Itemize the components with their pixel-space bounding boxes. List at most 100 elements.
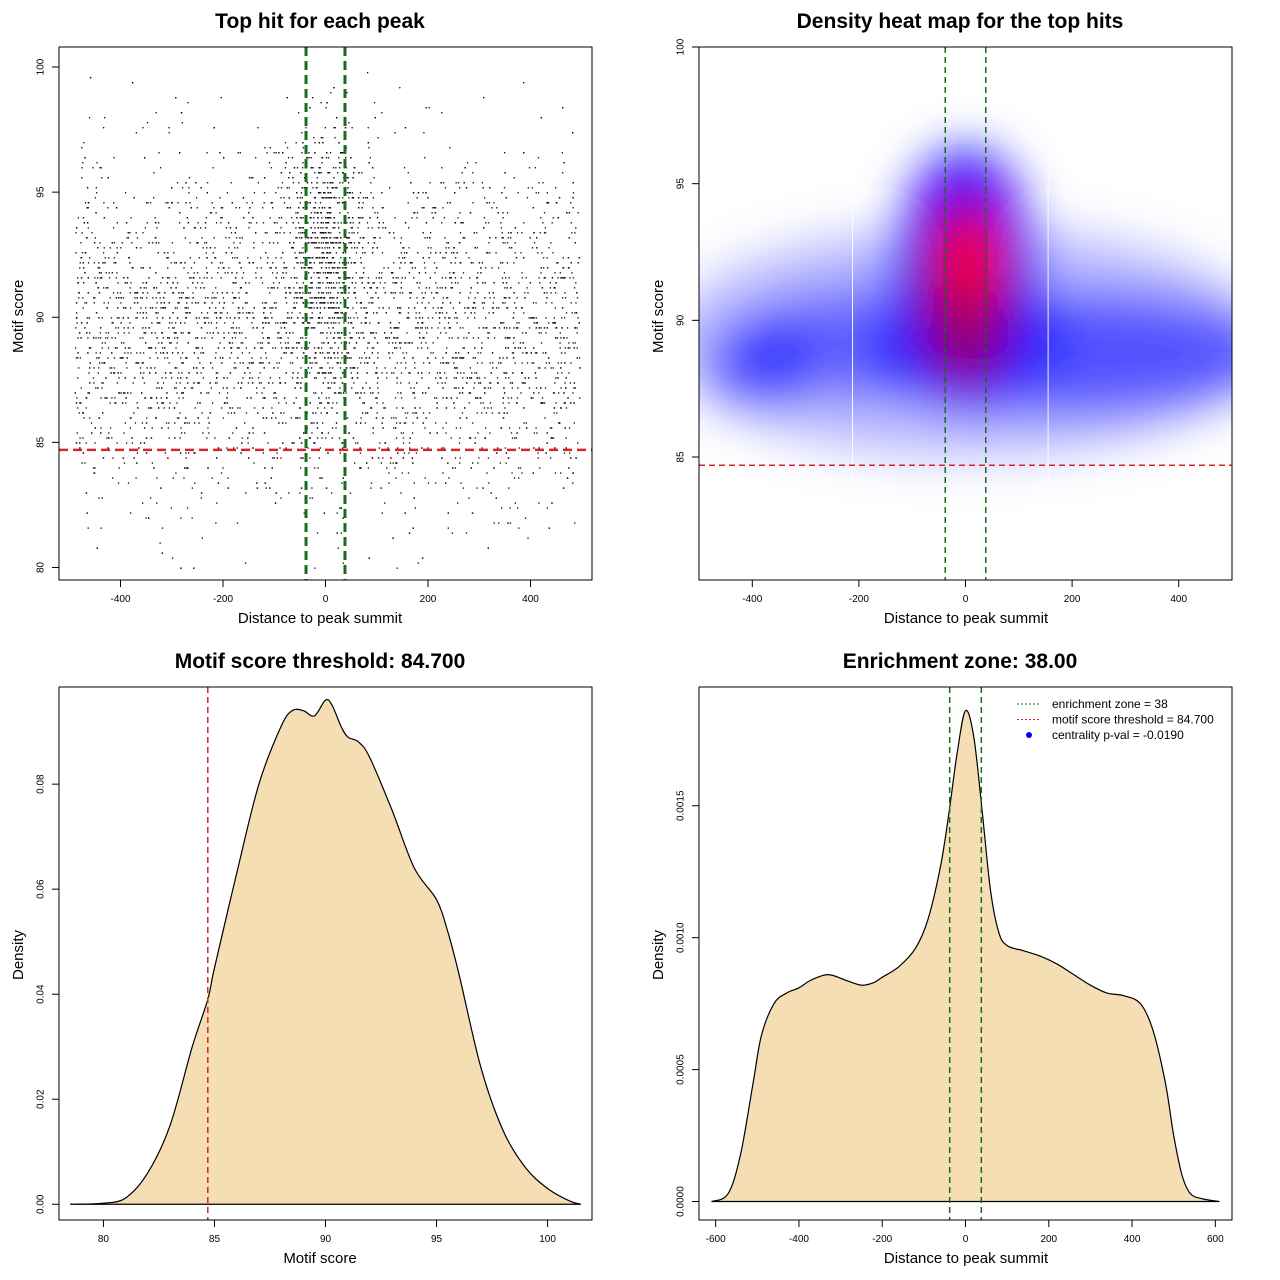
scatter-point [293, 347, 295, 349]
scatter-point [472, 422, 474, 424]
scatter-point [529, 282, 531, 284]
scatter-point [402, 247, 404, 249]
scatter-point [135, 232, 137, 234]
scatter-point [495, 497, 497, 499]
scatter-point [388, 352, 390, 354]
scatter-point [424, 392, 427, 394]
scatter-point [84, 302, 86, 304]
scatter-point [221, 262, 224, 264]
scatter-point [180, 292, 183, 294]
scatter-point [450, 282, 453, 284]
scatter-point [267, 287, 269, 289]
scatter-point [459, 392, 461, 394]
scatter-point [564, 427, 566, 429]
scatter-point [301, 267, 303, 269]
scatter-point [226, 402, 228, 404]
scatter-point [99, 332, 101, 334]
scatter-point [123, 432, 125, 434]
scatter-point [85, 397, 87, 399]
scatter-point [432, 352, 434, 354]
scatter-point [226, 387, 228, 389]
scatter-point [445, 432, 447, 434]
scatter-point [554, 472, 557, 474]
scatter-point [352, 172, 355, 174]
scatter-point [332, 227, 334, 229]
scatter-point [362, 237, 364, 239]
scatter-point [314, 357, 317, 359]
scatter-point [331, 267, 334, 269]
scatter-point [75, 402, 78, 404]
scatter-point [308, 307, 310, 309]
scatter-point [207, 392, 210, 394]
scatter-point [437, 327, 439, 329]
scatter-point [416, 297, 418, 299]
scatter-point [186, 312, 189, 314]
scatter-point [141, 392, 143, 394]
scatter-point [117, 392, 120, 394]
scatter-point [428, 362, 431, 364]
scatter-point [318, 372, 320, 374]
scatter-point [560, 367, 562, 369]
scatter-point [543, 212, 546, 214]
scatter-point [493, 282, 495, 284]
scatter-point [166, 392, 168, 394]
scatter-point [568, 427, 571, 429]
scatter-point [523, 82, 525, 84]
scatter-point [418, 312, 421, 314]
scatter-point [230, 252, 233, 254]
scatter-point [211, 367, 214, 369]
scatter-point [548, 362, 550, 364]
scatter-point [439, 287, 441, 289]
scatter-point [89, 362, 91, 364]
scatter-point [183, 267, 185, 269]
scatter-point [376, 342, 379, 344]
scatter-point [464, 312, 466, 314]
scatter-point [220, 97, 222, 99]
scatter-point [325, 292, 328, 294]
scatter-point [364, 362, 366, 364]
scatter-point [406, 317, 408, 319]
scatter-point [471, 372, 473, 374]
scatter-point [517, 327, 519, 329]
scatter-point [215, 522, 217, 524]
scatter-point [558, 422, 560, 424]
scatter-point [404, 512, 406, 514]
scatter-point [422, 337, 424, 339]
scatter-point [143, 287, 145, 289]
scatter-point [514, 362, 516, 364]
scatter-point [204, 322, 207, 324]
scatter-point [541, 397, 544, 399]
scatter-point [491, 207, 493, 209]
scatter-point [504, 447, 507, 449]
scatter-point [339, 387, 341, 389]
scatter-point [449, 272, 451, 274]
scatter-point [325, 232, 327, 234]
scatter-point [507, 242, 509, 244]
scatter-point [289, 242, 291, 244]
scatter-point [135, 317, 137, 319]
scatter-point [379, 237, 381, 239]
scatter-point [311, 282, 313, 284]
scatter-point [575, 302, 577, 304]
scatter-point [132, 267, 134, 269]
scatter-point [142, 317, 144, 319]
scatter-point [267, 317, 269, 319]
scatter-point [516, 397, 519, 399]
scatter-point [248, 432, 250, 434]
scatter-point [202, 377, 204, 379]
scatter-point [134, 292, 136, 294]
scatter-point [451, 287, 454, 289]
scatter-point [319, 447, 322, 449]
scatter-point [439, 332, 442, 334]
scatter-point [484, 387, 486, 389]
scatter-point [268, 342, 270, 344]
scatter-point [339, 392, 341, 394]
scatter-point [233, 367, 235, 369]
scatter-point [140, 287, 142, 289]
scatter-point [500, 322, 502, 324]
scatter-point [453, 272, 455, 274]
scatter-point [502, 242, 504, 244]
scatter-point [446, 297, 448, 299]
scatter-point [443, 217, 446, 219]
scatter-point [177, 302, 179, 304]
